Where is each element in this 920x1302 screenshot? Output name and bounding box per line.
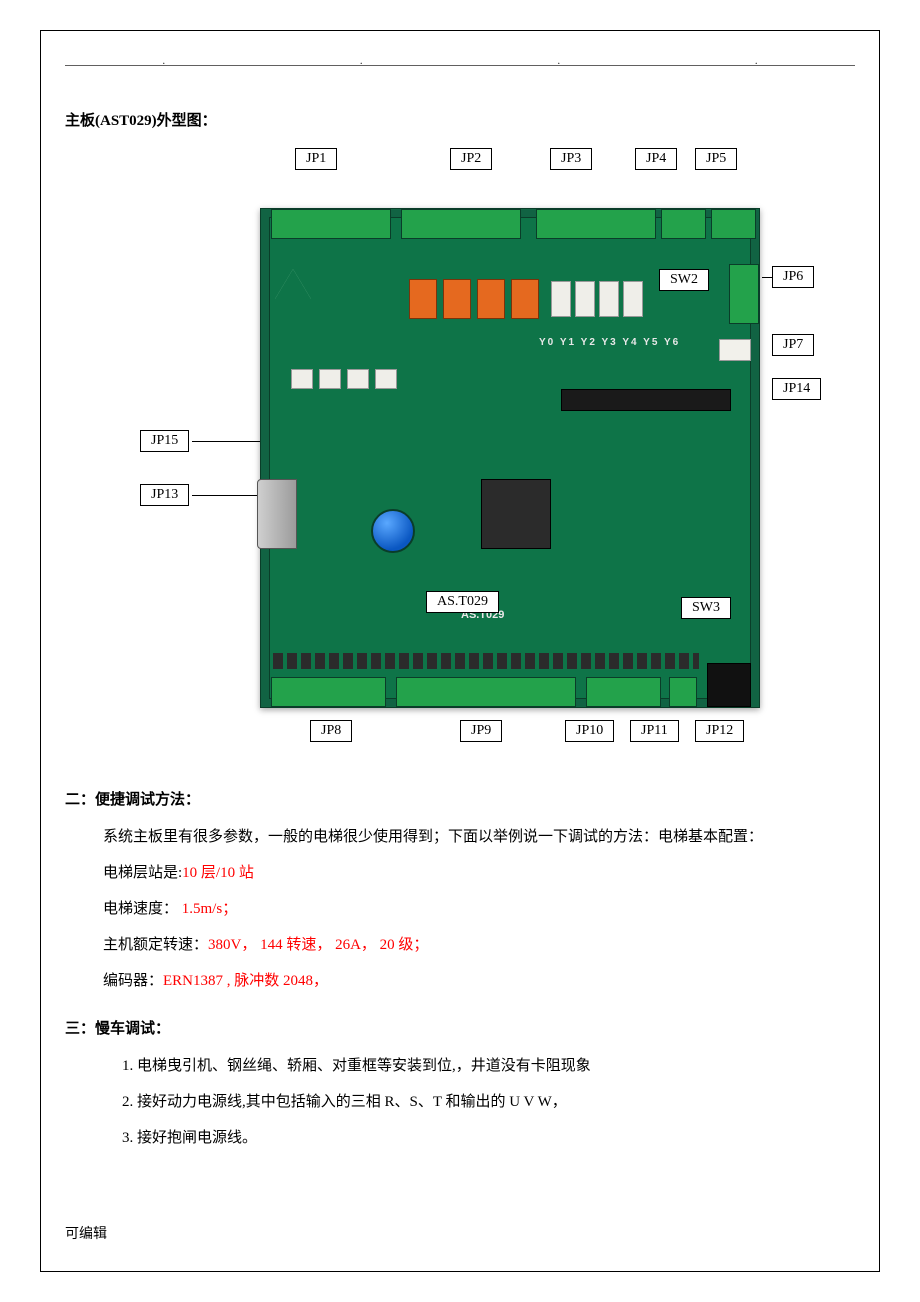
label-jp1: JP1 bbox=[295, 148, 337, 170]
label-jp2: JP2 bbox=[450, 148, 492, 170]
section2-intro: 系统主板里有很多参数，一般的电梯很少使用得到；下面以举例说一下调试的方法：电梯基… bbox=[67, 819, 855, 855]
step-item: 接好动力电源线,其中包括输入的三相 R、S、T 和输出的 U V W， bbox=[137, 1084, 855, 1120]
terminal-jp2 bbox=[401, 209, 521, 239]
label-ast029: AS.T029 bbox=[426, 591, 499, 613]
label-jp3: JP3 bbox=[550, 148, 592, 170]
label-jp15: JP15 bbox=[140, 430, 189, 452]
board-diagram: JP1 JP2 JP3 JP4 JP5 JP6 JP7 JP14 JP15 JP… bbox=[110, 148, 810, 748]
label-jp9: JP9 bbox=[460, 720, 502, 742]
encoder-value: ERN1387 , 脉冲数 2048， bbox=[163, 973, 328, 989]
floors-label: 电梯层站是: bbox=[103, 865, 182, 881]
label-jp4: JP4 bbox=[635, 148, 677, 170]
leader-jp13 bbox=[192, 495, 258, 496]
pcb-board: AS.T029 Y0 Y1 Y2 Y3 Y4 Y5 Y6 SW2 SW3 AS.… bbox=[260, 208, 760, 708]
speed-line: 电梯速度： 1.5m/s； bbox=[67, 891, 855, 927]
label-sw2: SW2 bbox=[659, 269, 709, 291]
smd-strip bbox=[273, 653, 699, 669]
step-item: 接好抱闸电源线。 bbox=[137, 1120, 855, 1156]
label-jp14: JP14 bbox=[772, 378, 821, 400]
motor-line: 主机额定转速：380V， 144 转速， 26A， 20 级； bbox=[67, 927, 855, 963]
label-jp7: JP7 bbox=[772, 334, 814, 356]
label-sw3: SW3 bbox=[681, 597, 731, 619]
speed-value: 1.5m/s； bbox=[178, 901, 237, 917]
section3-steps: 电梯曳引机、钢丝绳、轿厢、对重框等安装到位,，井道没有卡阻现象 接好动力电源线,… bbox=[65, 1048, 855, 1156]
relay-white bbox=[575, 281, 595, 317]
mcu-chip bbox=[481, 479, 551, 549]
relay-white bbox=[623, 281, 643, 317]
terminal-jp5 bbox=[711, 209, 756, 239]
terminal-jp11 bbox=[669, 677, 697, 707]
optocoupler bbox=[291, 369, 313, 389]
section3-head: 三：慢车调试： bbox=[65, 1017, 855, 1038]
encoder-label: 编码器： bbox=[103, 973, 163, 989]
label-jp13: JP13 bbox=[140, 484, 189, 506]
optocoupler bbox=[347, 369, 369, 389]
content: 主板(AST029)外型图： JP1 JP2 JP3 JP4 JP5 JP6 J… bbox=[65, 59, 855, 1156]
relay-orange bbox=[511, 279, 539, 319]
floors-line: 电梯层站是:10 层/10 站 bbox=[67, 855, 855, 891]
leader-jp6 bbox=[762, 277, 772, 278]
terminal-jp9 bbox=[396, 677, 576, 707]
hv-warning-icon bbox=[275, 269, 311, 299]
section2-body: 系统主板里有很多参数，一般的电梯很少使用得到；下面以举例说一下调试的方法：电梯基… bbox=[65, 819, 855, 999]
motor-value: 380V， 144 转速， 26A， 20 级； bbox=[208, 937, 428, 953]
label-jp12: JP12 bbox=[695, 720, 744, 742]
relay-white bbox=[551, 281, 571, 317]
step-item: 电梯曳引机、钢丝绳、轿厢、对重框等安装到位,，井道没有卡阻现象 bbox=[137, 1048, 855, 1084]
terminal-jp4 bbox=[661, 209, 706, 239]
speed-label: 电梯速度： bbox=[103, 901, 178, 917]
relay-orange bbox=[477, 279, 505, 319]
terminal-jp6 bbox=[729, 264, 759, 324]
figure-title: 主板(AST029)外型图： bbox=[65, 109, 855, 130]
terminal-jp8 bbox=[271, 677, 386, 707]
relay-orange bbox=[443, 279, 471, 319]
header-rule bbox=[65, 65, 855, 66]
label-jp10: JP10 bbox=[565, 720, 614, 742]
page-frame: .... 主板(AST029)外型图： JP1 JP2 JP3 JP4 JP5 … bbox=[40, 30, 880, 1272]
label-jp8: JP8 bbox=[310, 720, 352, 742]
motor-label: 主机额定转速： bbox=[103, 937, 208, 953]
leader-jp15 bbox=[192, 441, 260, 442]
encoder-line: 编码器：ERN1387 , 脉冲数 2048， bbox=[67, 963, 855, 999]
dsub-port bbox=[257, 479, 297, 549]
page: .... 主板(AST029)外型图： JP1 JP2 JP3 JP4 JP5 … bbox=[0, 0, 920, 1302]
terminal-jp3 bbox=[536, 209, 656, 239]
section2-head: 二：便捷调试方法： bbox=[65, 788, 855, 809]
relay-white bbox=[599, 281, 619, 317]
jst-connector bbox=[719, 339, 751, 361]
silkscreen-yrow: Y0 Y1 Y2 Y3 Y4 Y5 Y6 bbox=[539, 337, 680, 348]
label-jp5: JP5 bbox=[695, 148, 737, 170]
terminal-jp10 bbox=[586, 677, 661, 707]
label-jp11: JP11 bbox=[630, 720, 679, 742]
optocoupler bbox=[319, 369, 341, 389]
terminal-jp1 bbox=[271, 209, 391, 239]
footer-text: 可编辑 bbox=[65, 1223, 107, 1243]
terminal-jp12-jack bbox=[707, 663, 751, 707]
optocoupler bbox=[375, 369, 397, 389]
label-jp6: JP6 bbox=[772, 266, 814, 288]
idc-header bbox=[561, 389, 731, 411]
relay-orange bbox=[409, 279, 437, 319]
blue-cap bbox=[371, 509, 415, 553]
floors-value: 10 层/10 站 bbox=[182, 865, 254, 881]
